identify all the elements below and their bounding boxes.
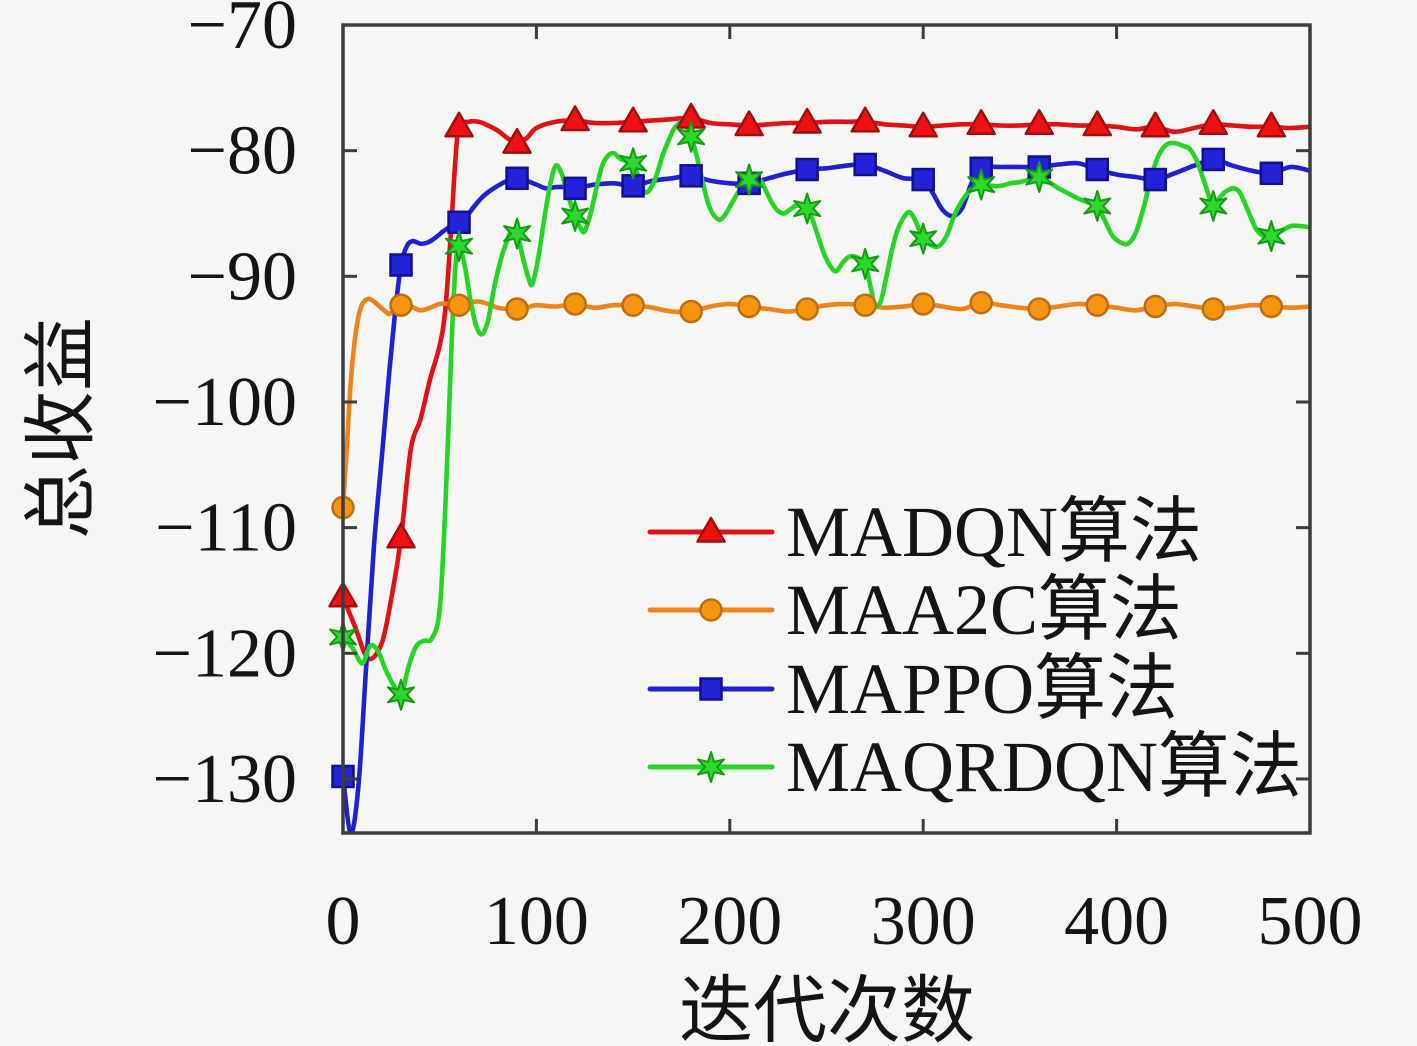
hexagram-marker [1257, 220, 1286, 253]
y-axis-label: 总收益 [21, 317, 103, 539]
hexagram-marker [503, 217, 532, 250]
triangle-marker [1024, 109, 1054, 136]
y-tick-label: −130 [153, 741, 297, 818]
legend-label-maqrdqn: MAQRDQN算法 [786, 727, 1302, 807]
square-marker [563, 176, 587, 201]
legend-triangle-marker [696, 516, 726, 543]
square-marker [1085, 157, 1110, 182]
hexagram-marker [909, 222, 938, 255]
circle-marker [1085, 293, 1110, 317]
legend-circle-marker [699, 598, 723, 622]
circle-marker [1201, 297, 1226, 321]
circle-marker [621, 293, 645, 317]
circle-marker [505, 297, 529, 321]
curve-MAA2C算法 [343, 296, 1310, 510]
triangle-marker [1198, 109, 1229, 136]
x-tick-label: 200 [677, 883, 782, 960]
triangle-marker [386, 522, 416, 549]
triangle-marker [444, 111, 474, 138]
triangle-marker [1140, 111, 1171, 138]
triangle-marker [1256, 111, 1287, 138]
x-tick-label: 0 [326, 883, 361, 960]
square-marker [1143, 167, 1168, 192]
y-tick-label: −120 [153, 615, 297, 692]
square-marker [679, 164, 703, 188]
triangle-marker [560, 105, 590, 132]
y-tick-label: −90 [188, 238, 297, 315]
hexagram-marker [967, 168, 996, 201]
hexagram-marker [1025, 161, 1054, 193]
hexagram-marker [445, 230, 473, 263]
curve-MADQN算法 [343, 115, 1310, 662]
legend-marker-samples [647, 516, 775, 783]
circle-marker [737, 294, 761, 319]
legend: MADQN算法 MAA2C算法 MAPPO算法 MAQRDQN算法 [647, 492, 1302, 807]
curve-MAQRDQN算法 [343, 118, 1310, 698]
hexagram-marker [1083, 190, 1112, 222]
series-markers [328, 102, 1287, 789]
x-tick-label: 400 [1064, 883, 1169, 960]
x-tick-label: 100 [484, 883, 589, 960]
circle-marker [563, 292, 587, 316]
triangle-marker [734, 110, 764, 137]
hexagram-marker [677, 120, 706, 153]
triangle-marker [1082, 110, 1113, 137]
square-marker [853, 152, 877, 177]
square-marker [389, 253, 413, 277]
circle-marker [679, 299, 703, 324]
y-tick-label: −80 [188, 113, 297, 190]
circle-marker [853, 293, 877, 317]
y-tick-label: −70 [188, 0, 297, 64]
plot-border [341, 23, 1312, 835]
square-marker [795, 157, 819, 182]
triangle-marker [908, 111, 938, 138]
square-marker [447, 210, 471, 235]
hexagram-marker [1199, 190, 1228, 222]
x-tick-label: 300 [871, 883, 976, 960]
circle-marker [795, 297, 819, 321]
circle-marker [389, 293, 413, 317]
triangle-marker [966, 109, 996, 136]
circle-marker [969, 290, 993, 315]
hexagram-marker [619, 147, 648, 180]
y-tick-label: −100 [153, 364, 297, 441]
legend-label-madqn: MADQN算法 [786, 492, 1202, 572]
hexagram-marker [851, 247, 880, 280]
square-marker [505, 166, 529, 191]
triangle-marker [792, 107, 822, 134]
square-marker [1201, 147, 1226, 172]
circle-marker [447, 293, 471, 317]
legend-label-maa2c: MAA2C算法 [786, 570, 1182, 650]
circle-marker [911, 292, 935, 316]
y-tick-label: −110 [155, 490, 297, 567]
triangle-marker [850, 106, 880, 133]
axes-box [341, 23, 1312, 835]
x-axis-label: 迭代次数 [679, 971, 975, 1046]
hexagram-marker [387, 678, 415, 711]
hexagram-marker [561, 200, 590, 232]
square-marker [1259, 161, 1284, 186]
hexagram-marker [735, 163, 764, 196]
legend-square-marker [699, 677, 723, 701]
circle-marker [1259, 294, 1284, 319]
circle-marker [1027, 297, 1051, 321]
square-marker [911, 167, 935, 192]
triangle-marker [502, 127, 532, 154]
hexagram-marker [793, 192, 822, 225]
x-tick-label: 500 [1258, 883, 1363, 960]
tick-labels: 0 100 200 300 400 500 −130 −120 −110 −100 −90 −80 −7… [153, 0, 1363, 960]
legend-hexagram-marker [697, 751, 725, 783]
circle-marker [1143, 294, 1168, 319]
triangle-marker [618, 106, 648, 133]
legend-label-mappo: MAPPO算法 [786, 649, 1178, 729]
